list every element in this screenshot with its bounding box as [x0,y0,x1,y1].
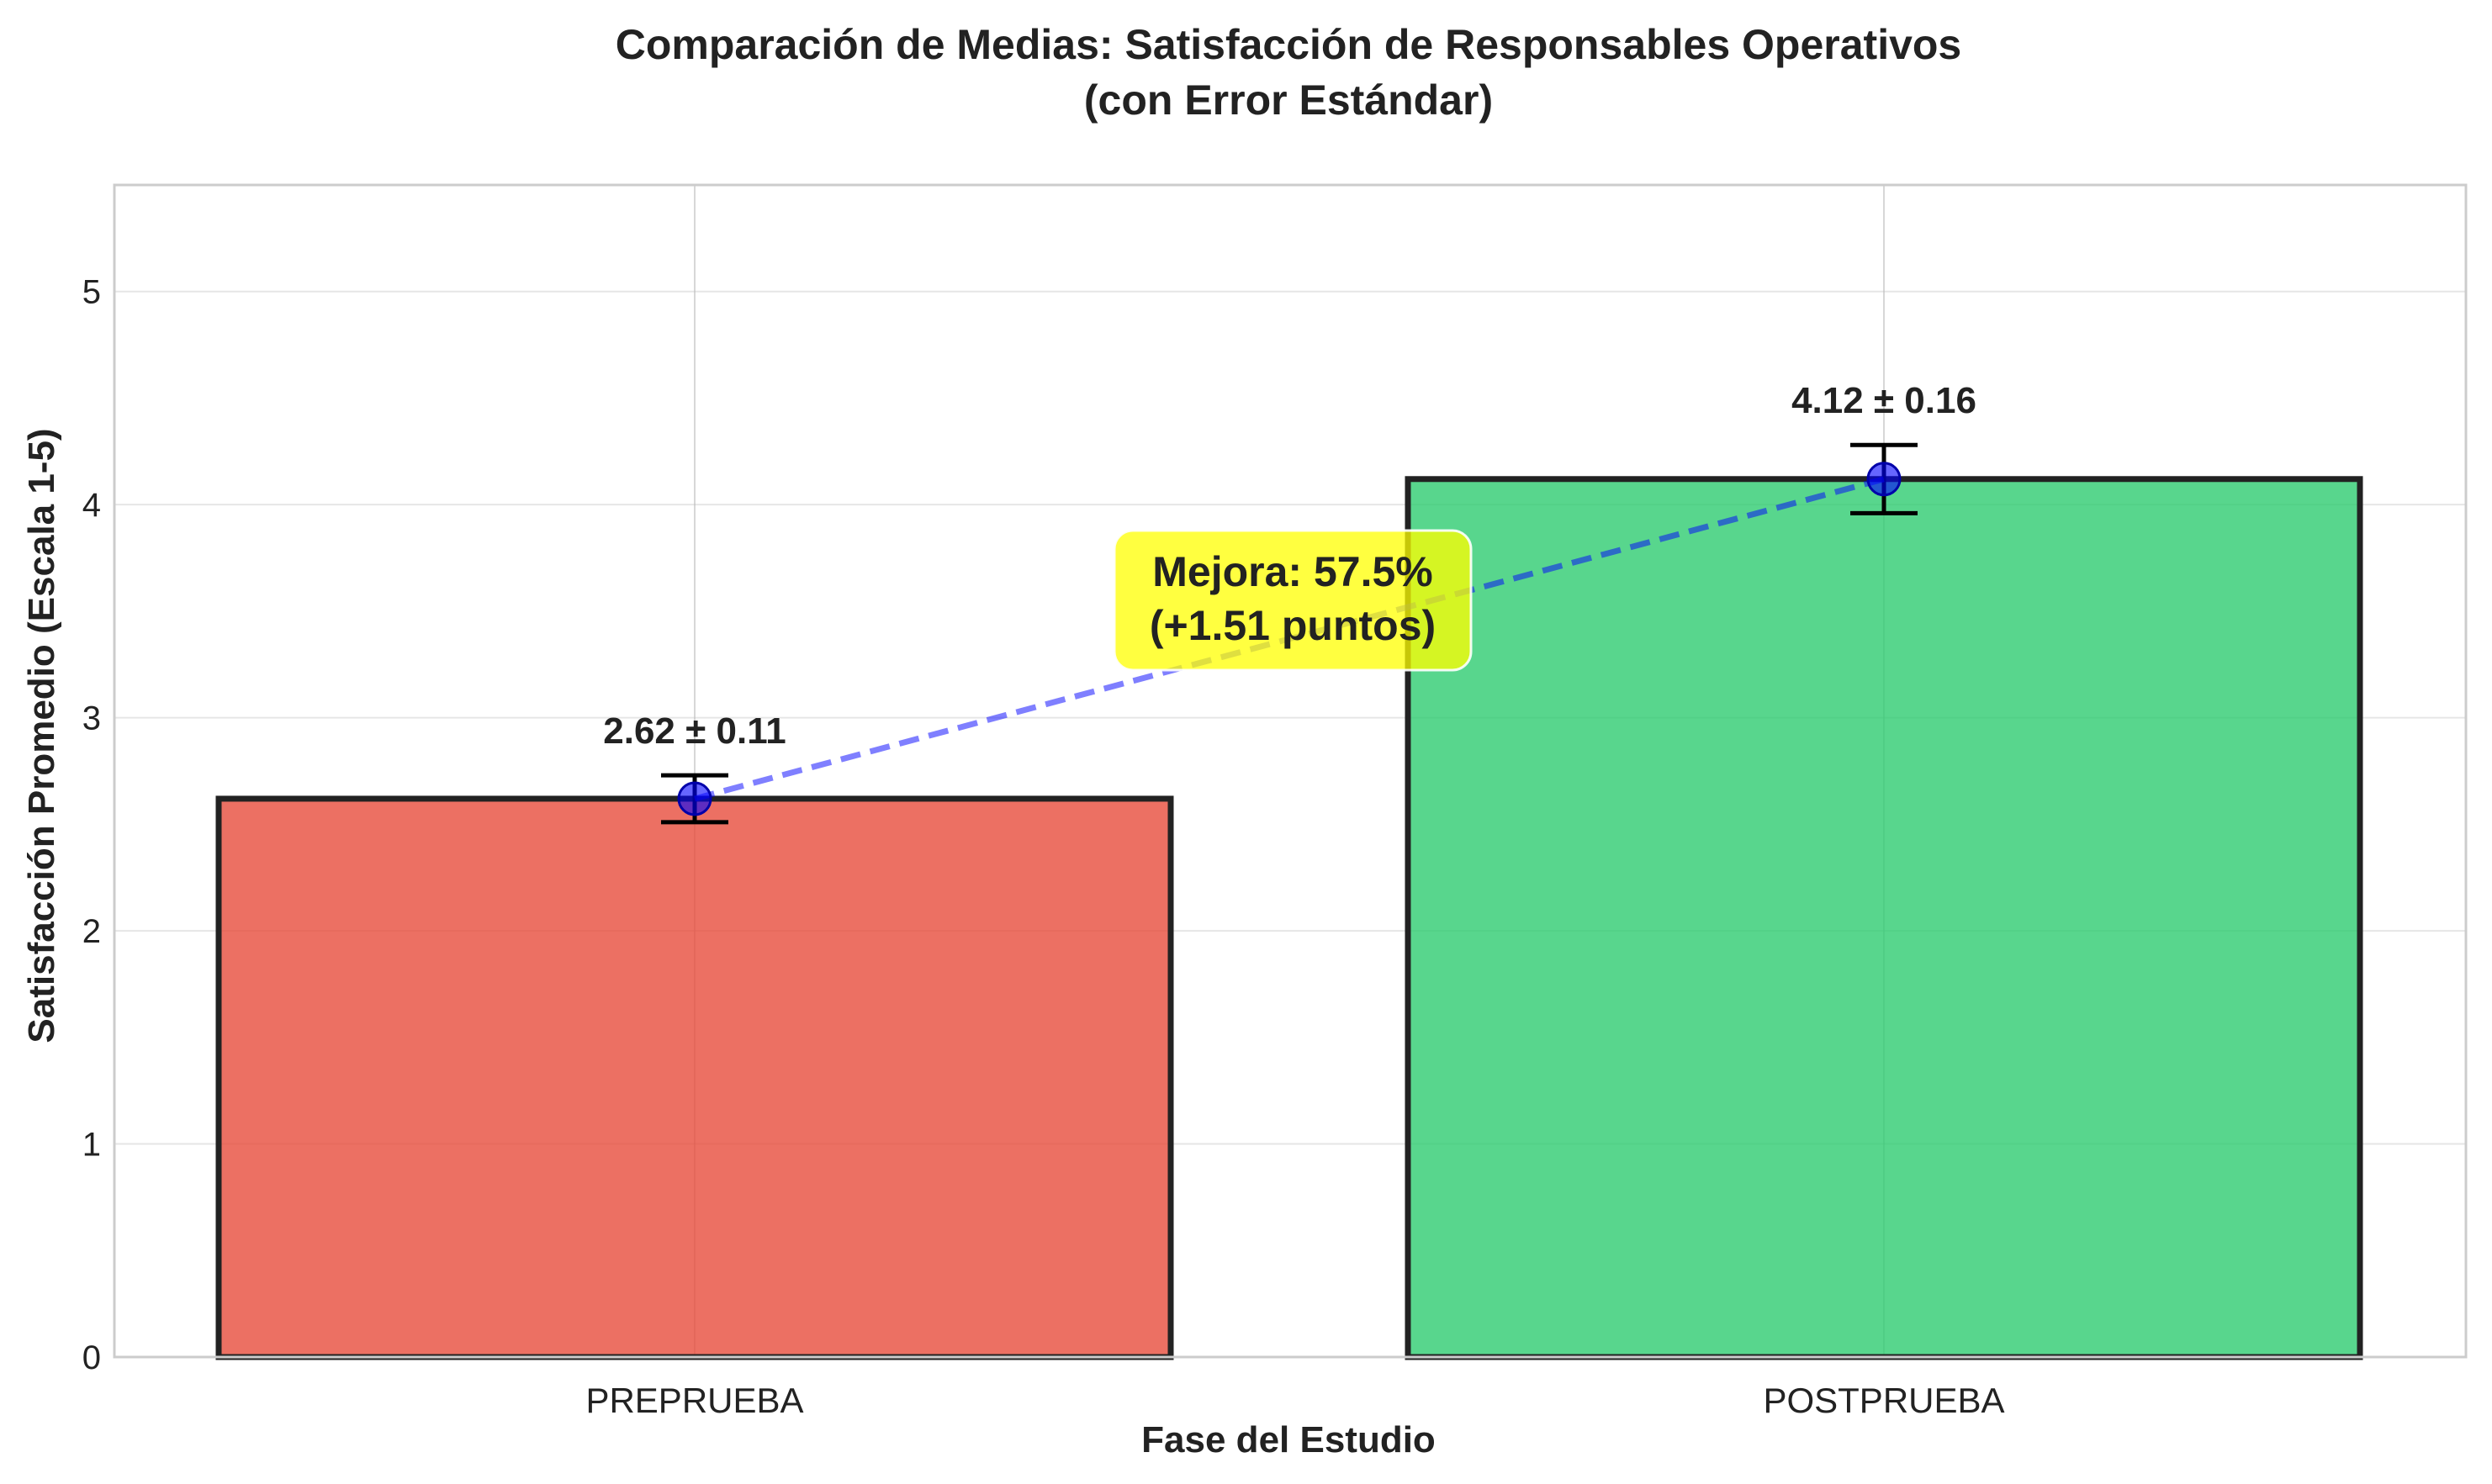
x-tick-label-preprueba: PREPRUEBA [585,1381,803,1420]
y-tick-label-5: 5 [82,274,101,311]
annotation: Mejora: 57.5% (+1.51 puntos) [1113,529,1473,672]
chart-title-line-1: Comparación de Medias: Satisfacción de R… [616,21,1962,68]
bars [215,476,2363,1360]
value-label-1: 4.12 ± 0.16 [1791,380,1976,421]
mean-marker-1 [1866,462,1902,497]
y-tick-label-4: 4 [82,487,101,524]
annotation-box [1113,529,1473,672]
bar-preprueba [215,795,1174,1360]
value-labels: 2.62 ± 0.11 4.12 ± 0.16 [603,380,1976,752]
y-tick-label-2: 2 [82,913,101,950]
x-tick-label-postprueba: POSTPRUEBA [1763,1381,2004,1420]
chart-title-line-2: (con Error Estándar) [1084,77,1493,124]
y-tick-label-1: 1 [82,1127,101,1164]
annotation-text-line-0: Mejora: 57.5% [1152,548,1432,595]
mean-marker-0 [677,781,712,816]
y-tick-label-0: 0 [82,1339,101,1376]
axes: 0 1 2 3 4 5 PREPRUEBA POSTPRUEBA [82,183,2468,1420]
annotation-text-line-1: (+1.51 puntos) [1150,602,1436,649]
y-tick-label-3: 3 [82,700,101,737]
value-label-0: 2.62 ± 0.11 [603,710,786,752]
x-axis-label: Fase del Estudio [1141,1419,1436,1460]
plot-frame [113,183,2468,1359]
error-bars [661,442,1918,825]
bar-postprueba [1405,476,2363,1360]
y-axis-label: Satisfacción Promedio (Escala 1-5) [21,428,62,1043]
